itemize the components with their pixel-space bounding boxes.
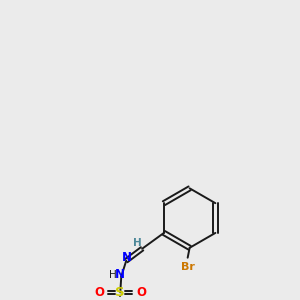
Text: S: S bbox=[116, 286, 125, 299]
Text: H: H bbox=[110, 270, 117, 280]
Text: O: O bbox=[94, 286, 104, 299]
Text: O: O bbox=[136, 286, 146, 299]
Text: H: H bbox=[133, 238, 142, 248]
Text: N: N bbox=[115, 268, 125, 281]
Text: N: N bbox=[122, 251, 132, 264]
Text: Br: Br bbox=[181, 262, 195, 272]
